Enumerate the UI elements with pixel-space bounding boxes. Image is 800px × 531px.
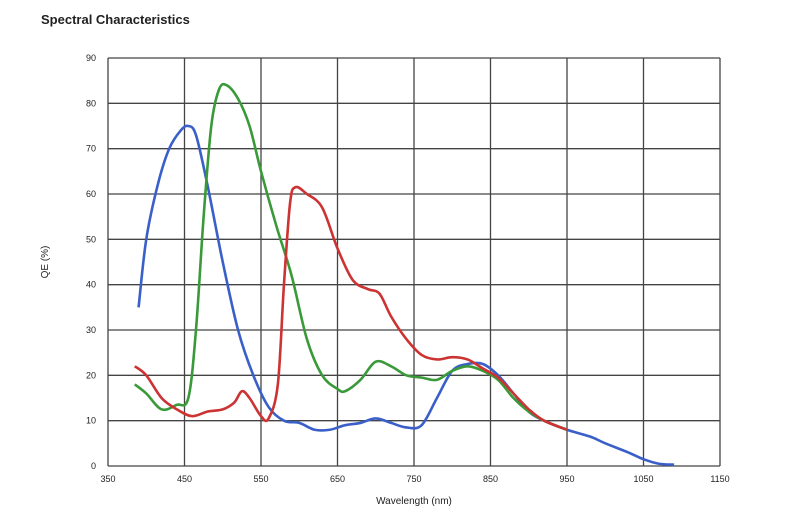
x-tick-label: 450	[177, 474, 192, 484]
y-tick-label: 60	[86, 189, 96, 199]
series-line-red	[133, 185, 568, 431]
x-tick-label: 1150	[710, 474, 729, 484]
series-line-green	[133, 82, 568, 431]
y-tick-label: 70	[86, 144, 96, 154]
y-tick-label: 30	[86, 325, 96, 335]
y-tick-label: 10	[86, 416, 96, 426]
y-tick-label: 50	[86, 234, 96, 244]
x-axis-label: Wavelength (nm)	[376, 496, 452, 507]
series-line-blue	[137, 124, 675, 466]
x-tick-label: 550	[253, 474, 268, 484]
x-tick-label: 950	[559, 474, 574, 484]
y-tick-label: 20	[86, 370, 96, 380]
chart-title: Spectral Characteristics	[41, 12, 190, 27]
x-tick-label: 650	[330, 474, 345, 484]
y-tick-label: 40	[86, 280, 96, 290]
x-tick-label: 850	[483, 474, 498, 484]
y-tick-label: 90	[86, 53, 96, 63]
y-axis-label: QE (%)	[40, 246, 51, 279]
y-tick-label: 0	[91, 461, 96, 471]
x-tick-label: 1050	[633, 474, 653, 484]
y-tick-label: 80	[86, 98, 96, 108]
x-tick-label: 750	[406, 474, 421, 484]
x-tick-label: 350	[100, 474, 115, 484]
